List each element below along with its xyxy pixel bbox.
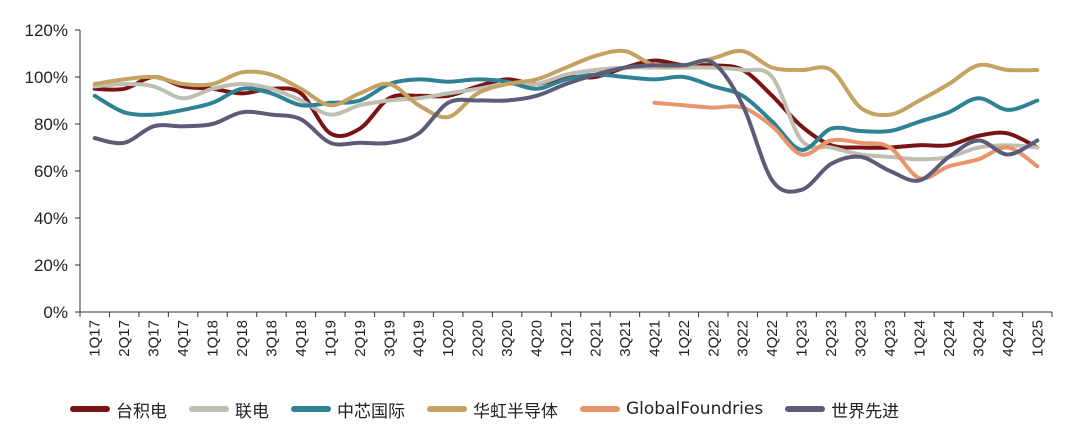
legend-label: 中芯国际 bbox=[337, 401, 405, 422]
x-tick-label: 4Q22 bbox=[764, 320, 781, 357]
x-tick-label: 3Q22 bbox=[735, 320, 752, 357]
x-tick-label: 4Q23 bbox=[882, 320, 899, 357]
x-tick-label: 1Q20 bbox=[440, 320, 457, 357]
x-tick-label: 1Q25 bbox=[1029, 320, 1046, 357]
legend-swatch bbox=[189, 406, 229, 412]
x-tick-label: 4Q24 bbox=[1000, 320, 1017, 357]
y-tick-label: 60% bbox=[34, 162, 68, 181]
series-line-5 bbox=[92, 58, 1040, 194]
x-tick-label: 2Q19 bbox=[352, 320, 369, 357]
legend: 台积电 联电 中芯国际 华虹半导体 GlobalFoundries 世界先进 bbox=[70, 394, 1070, 424]
series-line-3 bbox=[92, 48, 1040, 120]
legend-label: 台积电 bbox=[116, 401, 167, 422]
series-lines bbox=[92, 48, 1040, 194]
x-tick-label: 4Q17 bbox=[175, 320, 192, 357]
legend-label: 联电 bbox=[235, 401, 269, 422]
x-tick-label: 1Q19 bbox=[322, 320, 339, 357]
x-tick-label: 4Q19 bbox=[411, 320, 428, 357]
y-tick-label: 100% bbox=[25, 68, 68, 87]
x-tick-label: 3Q23 bbox=[853, 320, 870, 357]
x-tick-label: 2Q23 bbox=[823, 320, 840, 357]
x-axis: 1Q17 2Q17 3Q17 4Q17 1Q18 2Q18 3Q18 4Q18 1Q19 2Q19… bbox=[79, 311, 1053, 357]
legend-swatch bbox=[785, 406, 826, 412]
legend-swatch bbox=[291, 406, 331, 412]
x-tick-label: 1Q21 bbox=[558, 320, 575, 357]
x-tick-label: 3Q24 bbox=[970, 320, 987, 357]
x-tick-label: 2Q20 bbox=[470, 320, 487, 357]
x-tick-label: 1Q24 bbox=[911, 320, 928, 357]
line-chart: 0%20%40%60%80%100%120% 1Q17 2Q17 3Q17 4Q17 1… bbox=[25, 21, 1053, 357]
legend-item: 华虹半导体 bbox=[427, 397, 558, 422]
series-line-4 bbox=[652, 100, 1040, 181]
x-tick-label: 1Q18 bbox=[205, 320, 222, 357]
legend-item: 联电 bbox=[189, 397, 269, 422]
y-tick-label: 40% bbox=[34, 209, 68, 228]
y-tick-label: 0% bbox=[43, 303, 68, 322]
series-line-1 bbox=[92, 65, 1040, 162]
legend-label: 华虹半导体 bbox=[473, 401, 558, 422]
legend-label: GlobalFoundries bbox=[626, 399, 764, 419]
x-tick-label: 3Q17 bbox=[146, 320, 163, 357]
x-tick-label: 2Q22 bbox=[705, 320, 722, 357]
legend-item: 世界先进 bbox=[785, 397, 899, 422]
y-tick-label: 20% bbox=[34, 256, 68, 275]
x-tick-label: 2Q17 bbox=[116, 320, 133, 357]
x-tick-label: 3Q21 bbox=[617, 320, 634, 357]
x-tick-label: 1Q22 bbox=[676, 320, 693, 357]
legend-swatch bbox=[427, 406, 467, 412]
legend-swatch bbox=[580, 406, 620, 412]
x-tick-label: 2Q18 bbox=[234, 320, 251, 357]
x-tick-label: 1Q17 bbox=[87, 320, 104, 357]
x-tick-label: 3Q20 bbox=[499, 320, 516, 357]
legend-item: 台积电 bbox=[70, 397, 167, 422]
x-tick-label: 3Q19 bbox=[381, 320, 398, 357]
x-tick-label: 4Q20 bbox=[529, 320, 546, 357]
x-tick-label: 4Q21 bbox=[646, 320, 663, 357]
y-tick-label: 80% bbox=[34, 115, 68, 134]
y-axis: 0% 20% 40% 60% 80% 100% 120% bbox=[25, 21, 81, 322]
series-line-2 bbox=[92, 72, 1040, 152]
legend-item: GlobalFoundries bbox=[580, 399, 763, 419]
series-line-0 bbox=[92, 58, 1040, 150]
x-tick-label: 2Q24 bbox=[941, 320, 958, 357]
legend-label: 世界先进 bbox=[831, 401, 900, 422]
x-tick-label: 2Q21 bbox=[587, 320, 604, 357]
legend-swatch bbox=[70, 406, 110, 412]
y-tick-label: 120% bbox=[25, 21, 68, 40]
x-tick-label: 4Q18 bbox=[293, 320, 310, 357]
legend-item: 中芯国际 bbox=[291, 397, 405, 422]
x-tick-label: 1Q23 bbox=[794, 320, 811, 357]
x-tick-label: 3Q18 bbox=[263, 320, 280, 357]
